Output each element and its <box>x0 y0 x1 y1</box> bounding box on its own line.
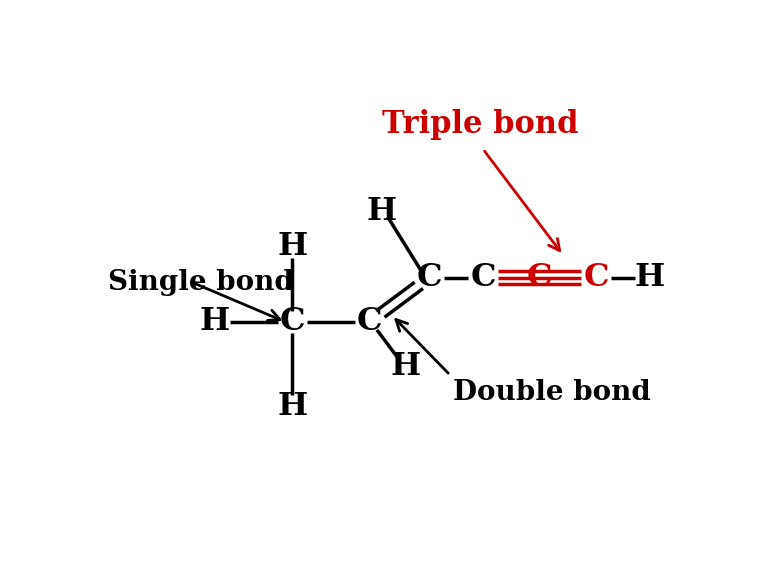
Text: H: H <box>390 351 421 382</box>
Text: Single bond: Single bond <box>108 268 293 295</box>
Text: H: H <box>277 391 307 422</box>
Text: C: C <box>583 262 609 293</box>
Text: H: H <box>200 306 230 338</box>
Text: C: C <box>280 306 305 338</box>
Text: Triple bond: Triple bond <box>382 109 578 140</box>
Text: H: H <box>277 231 307 262</box>
Text: H: H <box>366 195 397 226</box>
Text: C: C <box>416 262 442 293</box>
Text: C: C <box>357 306 382 338</box>
Text: Double bond: Double bond <box>453 380 650 407</box>
Text: H: H <box>634 262 664 293</box>
Text: C: C <box>470 262 495 293</box>
Text: C: C <box>527 262 552 293</box>
